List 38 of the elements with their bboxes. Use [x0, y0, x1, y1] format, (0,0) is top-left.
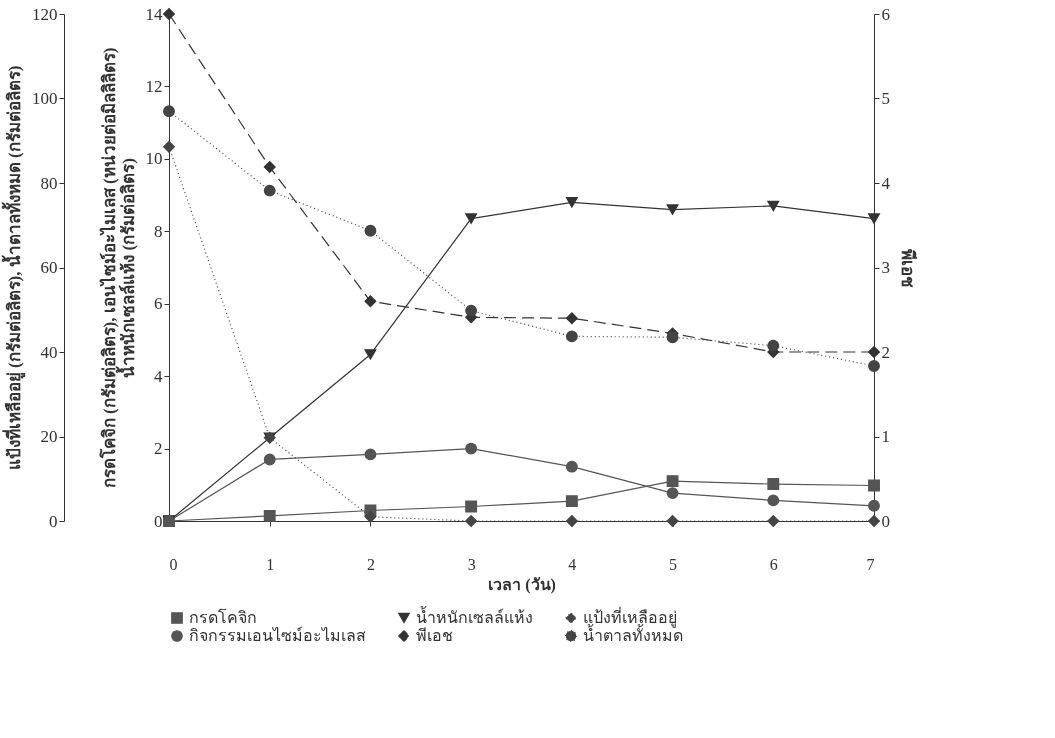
- x-tick-label: 5: [669, 555, 678, 573]
- x-tick-label: 2: [366, 555, 375, 573]
- x-tick-label: 0: [169, 555, 178, 573]
- y3-tick-label: 80: [40, 173, 58, 193]
- y3-tick-label: 40: [40, 342, 58, 362]
- y-tick-label: 12: [145, 76, 163, 96]
- y-axis-title: กรดโคจิก (กรัมต่อลิตร), เอนไซม์อะไมเลส (หน่วยต่อมิลลิลิตร) น้ำหนักเซลล์แห้ง (กรัมต่อลิตร): [98, 47, 138, 489]
- y-tick-label: 4: [154, 366, 163, 386]
- x-axis-title: เวลา (วัน): [488, 575, 556, 594]
- legend-label: น้ำหนักเซลล์แห้ง: [416, 606, 533, 626]
- y-tick-label: 10: [145, 149, 163, 169]
- y3-axis-title: แป้งที่เหลืออยู่ (กรัมต่อลิตร), น้ำตาลทั้งหมด (กรัมต่อลิตร): [1, 65, 26, 471]
- y2-axis-title: พีเอช: [898, 248, 918, 288]
- y3-tick-label: 60: [40, 258, 58, 277]
- legend-label: กรดโคจิก: [189, 608, 257, 626]
- y2-tick-label: 1: [881, 427, 890, 446]
- x-tick-label: 1: [266, 555, 275, 573]
- y-tick-label: 8: [154, 221, 163, 241]
- x-tick-label: 4: [568, 555, 577, 573]
- y3-tick-label: 100: [32, 89, 58, 108]
- y2-tick-label: 3: [881, 258, 890, 277]
- y2-tick-label: 6: [881, 4, 890, 24]
- y2-tick-label: 2: [881, 342, 890, 362]
- y2-tick-label: 4: [881, 173, 891, 193]
- y3-tick-label: 0: [49, 511, 58, 531]
- y3-tick-label: 20: [40, 427, 58, 446]
- x-tick-label: 6: [769, 555, 778, 573]
- x-tick-label: 7: [866, 555, 875, 573]
- legend-label: พีเอช: [416, 627, 453, 644]
- y2-tick-label: 0: [881, 511, 890, 531]
- x-tick-label: 3: [467, 555, 476, 573]
- y-tick-label: 14: [145, 4, 163, 24]
- y3-tick-label: 120: [32, 4, 58, 24]
- legend-label: กิจกรรมเอนไซม์อะไมเลส: [189, 626, 366, 644]
- y-tick-label: 2: [154, 439, 163, 459]
- y-tick-label: 6: [154, 294, 163, 314]
- y2-tick-label: 5: [881, 89, 890, 108]
- y-tick-label: 0: [154, 511, 163, 531]
